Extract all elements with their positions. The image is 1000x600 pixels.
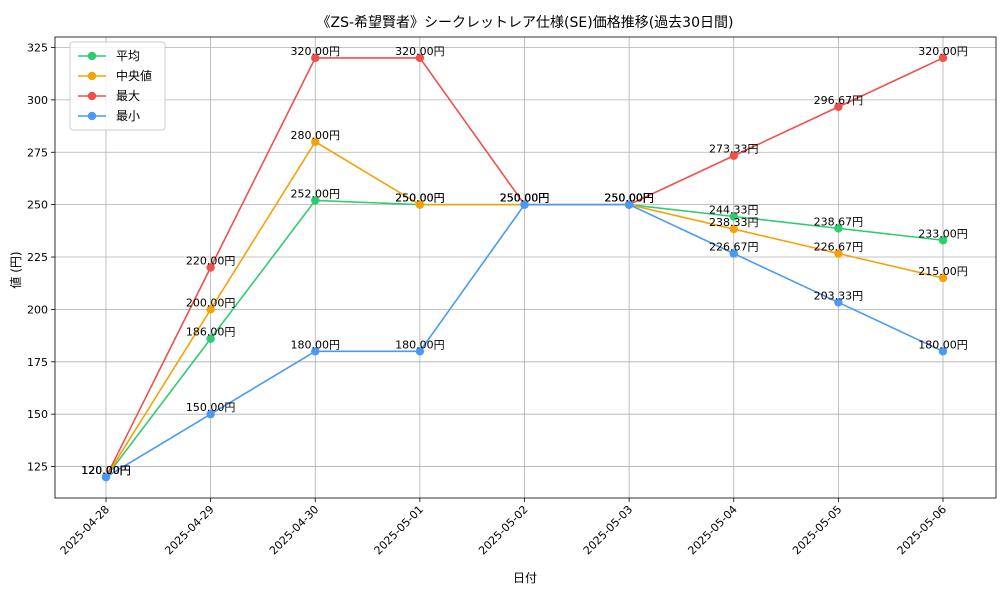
y-tick-label: 125 bbox=[27, 461, 48, 474]
data-label: 226.67円 bbox=[814, 241, 864, 254]
data-label: 320.00円 bbox=[395, 45, 445, 58]
data-point bbox=[311, 196, 320, 205]
data-label: 200.00円 bbox=[186, 296, 236, 309]
data-point bbox=[206, 263, 215, 272]
data-point bbox=[624, 200, 634, 209]
data-label: 273.33円 bbox=[709, 143, 759, 156]
data-label: 250.00円 bbox=[604, 192, 654, 205]
data-point bbox=[206, 334, 215, 343]
data-label: 252.00円 bbox=[291, 187, 341, 200]
chart-title: 《ZS-希望賢者》シークレットレア仕様(SE)価格推移(過去30日間) bbox=[317, 15, 734, 31]
legend-entry: 最大 bbox=[116, 89, 140, 103]
data-label: 220.00円 bbox=[186, 255, 236, 268]
data-label: 120.00円 bbox=[81, 464, 131, 477]
data-label: 180.00円 bbox=[395, 338, 445, 351]
data-label: 250.00円 bbox=[604, 192, 654, 205]
data-point bbox=[729, 224, 738, 234]
data-point bbox=[311, 347, 320, 356]
legend-swatch-marker bbox=[87, 111, 97, 121]
data-point bbox=[101, 472, 111, 482]
y-axis-label: 値 (円) bbox=[8, 251, 23, 288]
data-label: 320.00円 bbox=[918, 45, 968, 58]
data-label: 296.67円 bbox=[814, 94, 864, 107]
y-tick-label: 225 bbox=[27, 251, 48, 264]
x-tick-label: 2025-05-04 bbox=[685, 503, 739, 557]
data-label: 186.00円 bbox=[186, 326, 236, 339]
data-point bbox=[206, 409, 215, 419]
y-tick-label: 275 bbox=[27, 146, 48, 159]
plot-frame bbox=[54, 36, 997, 499]
data-point bbox=[938, 347, 948, 356]
x-tick-label: 2025-04-30 bbox=[267, 503, 321, 557]
data-point bbox=[520, 200, 529, 209]
data-label: 226.67円 bbox=[709, 241, 759, 254]
data-label: 250.00円 bbox=[395, 192, 445, 205]
x-tick-label: 2025-05-01 bbox=[372, 503, 426, 557]
data-label: 215.00円 bbox=[918, 265, 968, 278]
legend-swatch-marker bbox=[87, 91, 97, 101]
data-label: 250.00円 bbox=[500, 192, 550, 205]
data-point bbox=[834, 298, 843, 307]
legend-entry: 中央値 bbox=[116, 68, 152, 83]
x-tick-label: 2025-04-29 bbox=[162, 503, 216, 557]
y-tick-label: 325 bbox=[27, 41, 48, 54]
x-tick-label: 2025-05-06 bbox=[895, 503, 949, 557]
data-label: 250.00円 bbox=[395, 192, 445, 205]
data-point bbox=[415, 347, 425, 356]
y-tick-label: 250 bbox=[27, 199, 48, 212]
data-label: 320.00円 bbox=[291, 45, 341, 58]
y-tick-label: 175 bbox=[27, 356, 48, 369]
data-label: 250.00円 bbox=[500, 192, 550, 205]
data-point bbox=[938, 273, 948, 283]
x-tick-label: 2025-05-02 bbox=[476, 503, 530, 557]
legend-swatch-marker bbox=[87, 51, 97, 61]
data-point bbox=[415, 200, 425, 209]
x-tick-label: 2025-05-03 bbox=[581, 503, 635, 557]
legend-box bbox=[69, 41, 166, 131]
x-axis-label: 日付 bbox=[513, 571, 537, 585]
data-label: 250.00円 bbox=[604, 192, 654, 205]
data-point bbox=[415, 53, 425, 63]
data-label: 180.00円 bbox=[291, 338, 341, 351]
data-label: 120.00円 bbox=[81, 464, 131, 477]
data-label: 150.00円 bbox=[186, 401, 236, 414]
legend-swatch-marker bbox=[87, 71, 97, 81]
legend-entry: 最小 bbox=[116, 109, 140, 123]
data-point bbox=[729, 249, 738, 258]
data-point bbox=[834, 224, 843, 233]
data-label: 280.00円 bbox=[291, 129, 341, 142]
y-tick-label: 300 bbox=[27, 94, 48, 107]
series-layer bbox=[101, 53, 948, 482]
data-label: 180.00円 bbox=[918, 338, 968, 351]
data-point bbox=[729, 151, 738, 160]
y-tick-label: 200 bbox=[27, 303, 48, 316]
data-label: 233.00円 bbox=[918, 227, 968, 240]
data-point bbox=[834, 102, 843, 112]
y-tick-label: 150 bbox=[27, 408, 48, 421]
data-label: 250.00円 bbox=[500, 192, 550, 205]
data-point bbox=[834, 249, 843, 258]
data-label: 203.33円 bbox=[814, 289, 864, 302]
data-point bbox=[311, 53, 320, 63]
x-tick-label: 2025-04-28 bbox=[58, 503, 112, 557]
data-label: 250.00円 bbox=[500, 192, 550, 205]
data-label: 238.33円 bbox=[709, 216, 759, 229]
data-labels: 120.00円 186.00円 252.00円 250.00円 250.00円 250.0… bbox=[81, 45, 968, 477]
data-point bbox=[729, 212, 738, 221]
data-label: 250.00円 bbox=[604, 192, 654, 205]
data-point bbox=[206, 305, 215, 314]
data-point bbox=[311, 137, 320, 146]
data-label: 238.67円 bbox=[814, 215, 864, 228]
data-point bbox=[938, 53, 948, 63]
data-label: 120.00円 bbox=[81, 464, 131, 477]
x-tick-label: 2025-05-05 bbox=[790, 503, 844, 557]
data-point bbox=[938, 236, 948, 245]
data-label: 120.00円 bbox=[81, 464, 131, 477]
data-label: 244.33円 bbox=[709, 204, 759, 217]
legend-entry: 平均 bbox=[116, 49, 140, 63]
